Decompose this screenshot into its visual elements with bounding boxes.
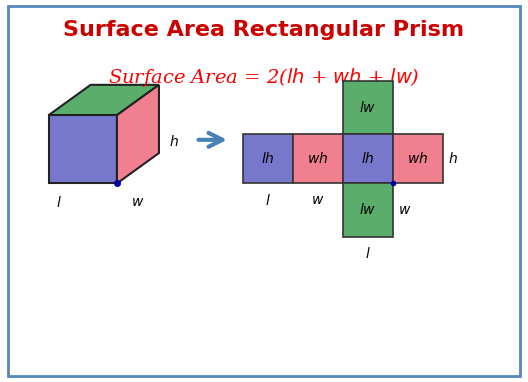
Text: $\it{lw}$: $\it{lw}$ bbox=[359, 100, 376, 115]
Bar bbox=[243, 134, 293, 183]
Bar bbox=[343, 81, 393, 134]
Text: $\it{lh}$: $\it{lh}$ bbox=[361, 151, 374, 166]
Text: $\it{l}$: $\it{l}$ bbox=[265, 193, 271, 208]
Text: Surface Area Rectangular Prism: Surface Area Rectangular Prism bbox=[63, 20, 465, 40]
Bar bbox=[343, 183, 393, 236]
Text: $\it{wh}$: $\it{wh}$ bbox=[307, 151, 328, 166]
Bar bbox=[293, 134, 343, 183]
Bar bbox=[343, 134, 393, 183]
Text: Surface Area = 2($lh$ + $wh$ + $lw$): Surface Area = 2($lh$ + $wh$ + $lw$) bbox=[108, 66, 420, 89]
FancyBboxPatch shape bbox=[8, 6, 520, 376]
Text: $\it{l}$: $\it{l}$ bbox=[56, 195, 62, 210]
Polygon shape bbox=[49, 85, 159, 115]
Text: $\it{wh}$: $\it{wh}$ bbox=[407, 151, 428, 166]
Bar bbox=[393, 134, 442, 183]
Polygon shape bbox=[117, 85, 159, 183]
Text: $\it{h}$: $\it{h}$ bbox=[169, 134, 180, 149]
Text: $\it{l}$: $\it{l}$ bbox=[365, 246, 371, 261]
Polygon shape bbox=[49, 115, 117, 183]
Text: $\it{w}$: $\it{w}$ bbox=[131, 195, 145, 209]
Text: $\it{lw}$: $\it{lw}$ bbox=[359, 202, 376, 217]
Text: $\it{w}$: $\it{w}$ bbox=[398, 203, 411, 217]
Text: $\it{lh}$: $\it{lh}$ bbox=[261, 151, 275, 166]
Text: $\it{w}$: $\it{w}$ bbox=[311, 193, 325, 207]
Text: $\it{h}$: $\it{h}$ bbox=[448, 151, 458, 166]
